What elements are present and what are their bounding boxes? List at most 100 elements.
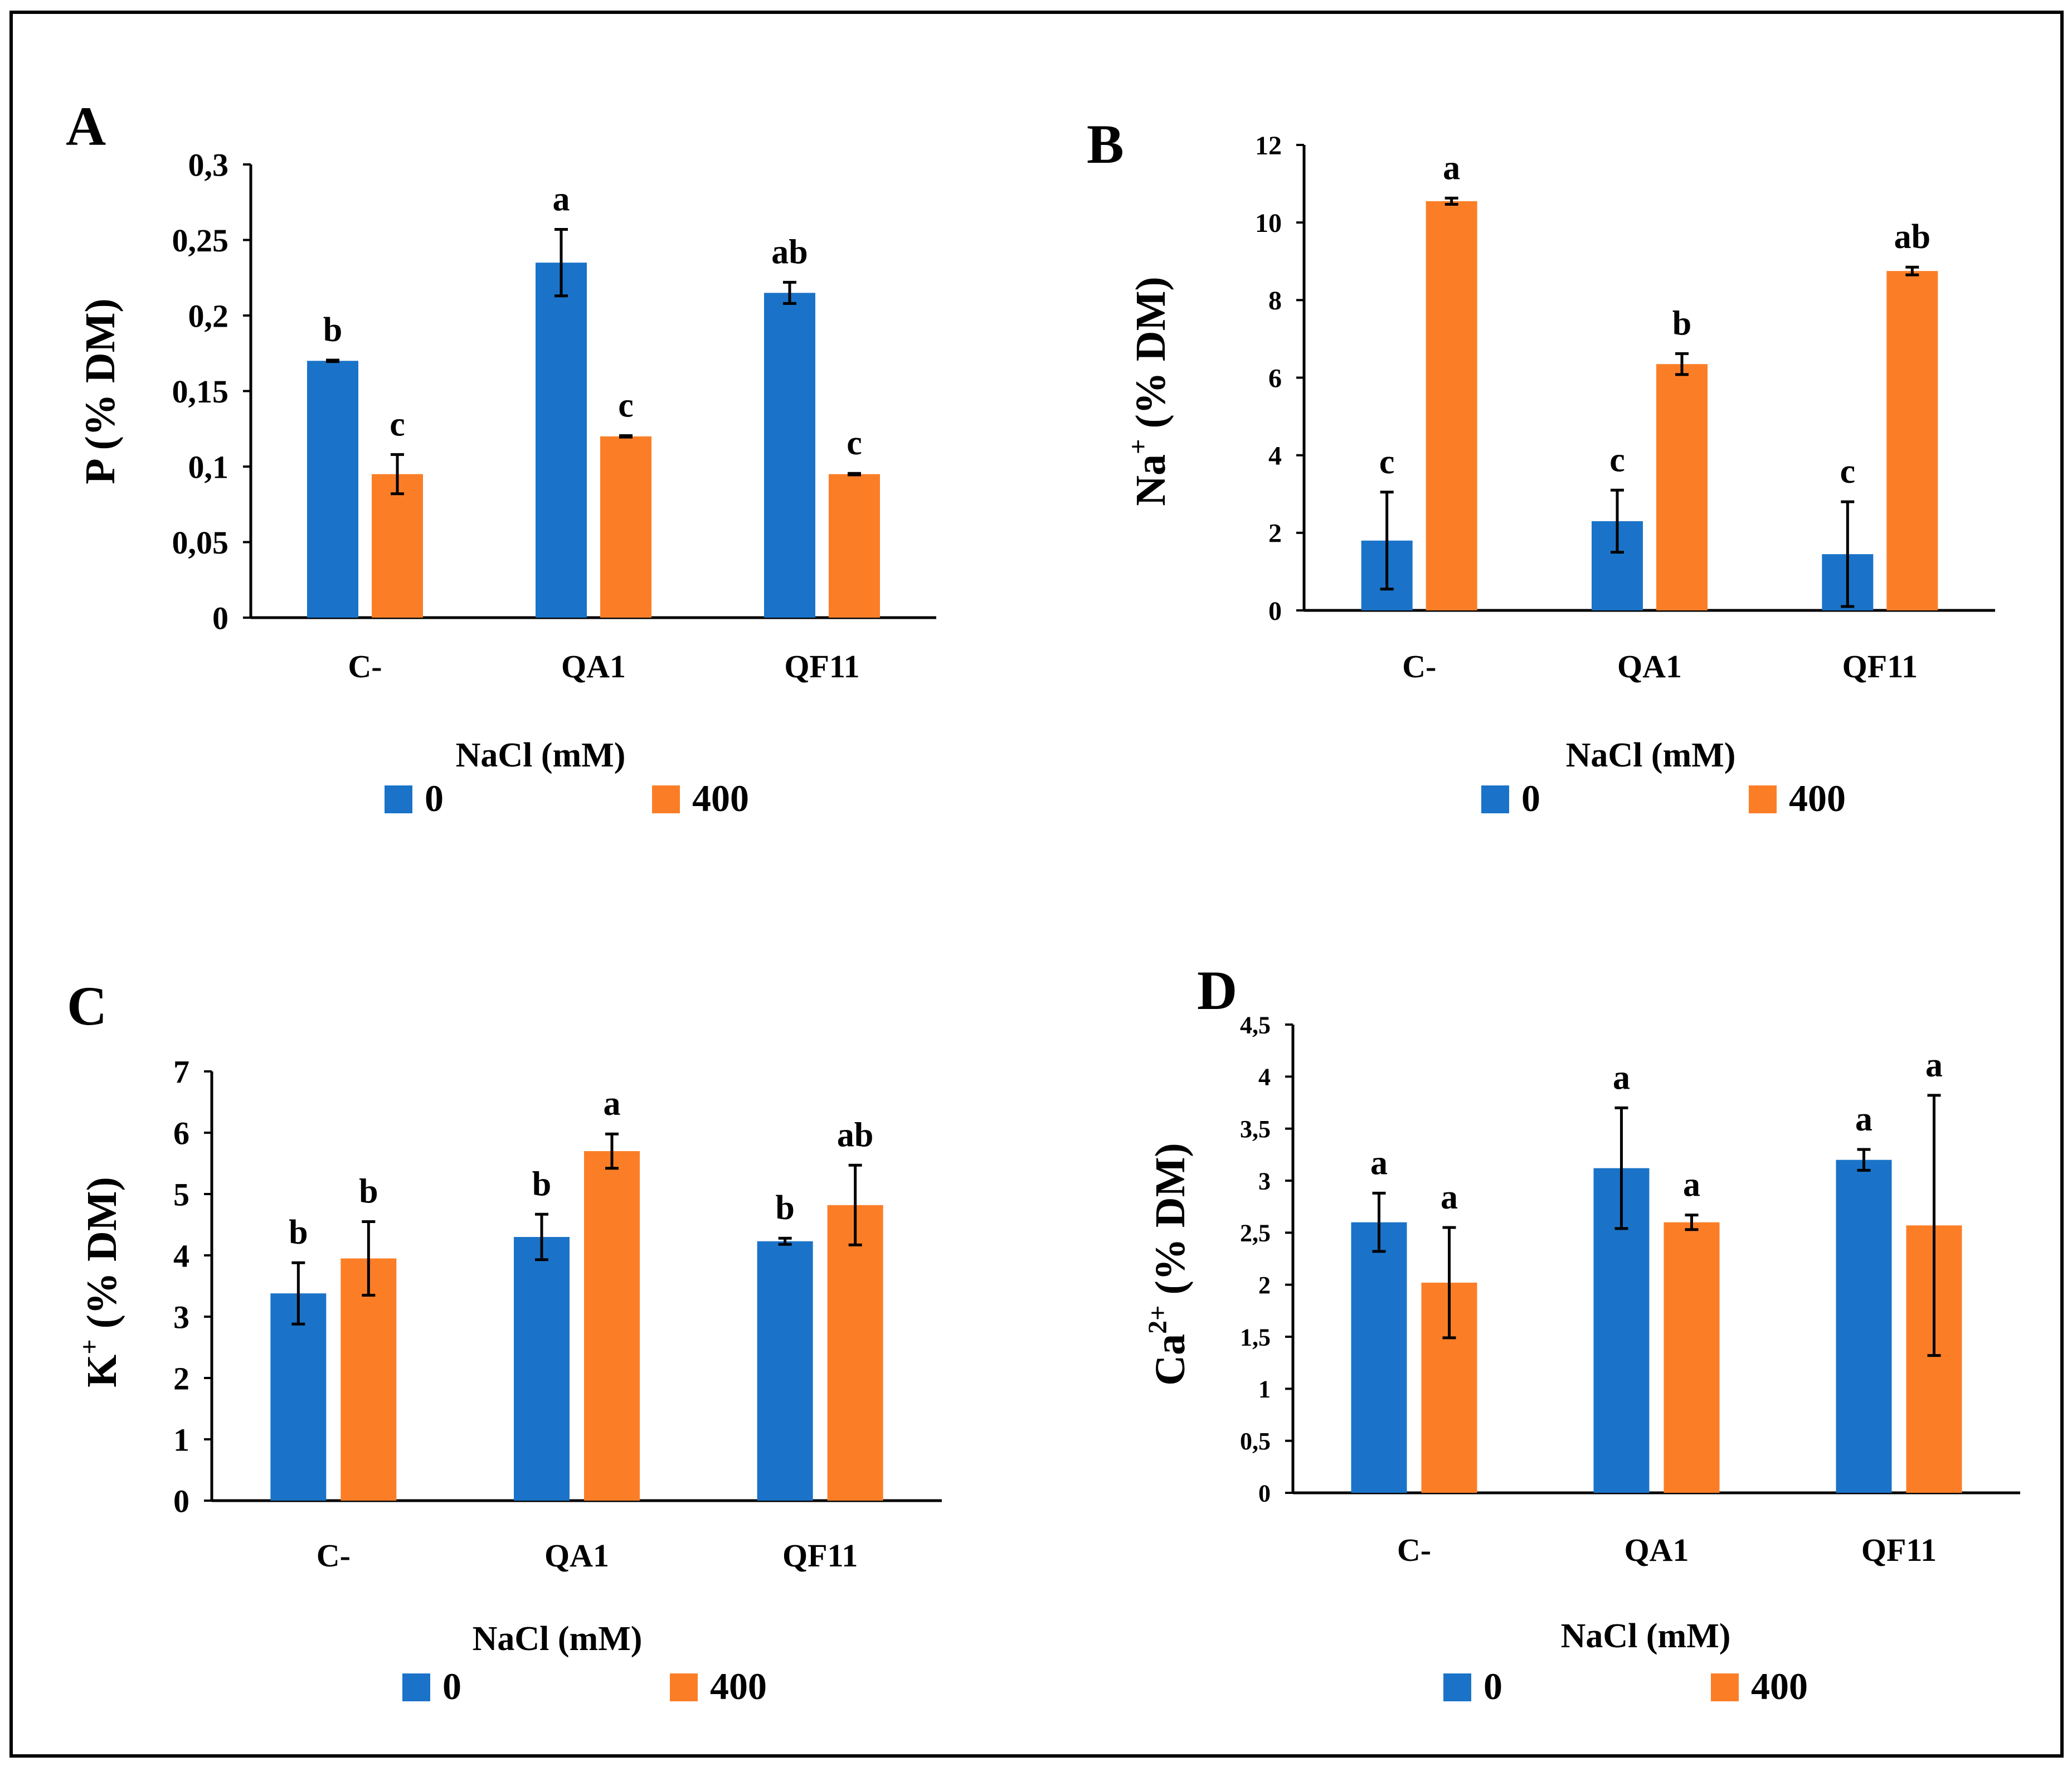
legend-swatch-0 xyxy=(1443,1673,1471,1701)
y-tick-label: 5 xyxy=(173,1176,189,1212)
significance-letter: a xyxy=(1855,1100,1872,1138)
significance-letter: a xyxy=(604,1085,621,1123)
y-axis-title: Na+ (% DM) xyxy=(1123,276,1174,506)
panel-C: C 0 1 2 3 4 5 6 7 K+ (% DM) C-b b QA1 b a QF11 b ab NaCl (… xyxy=(67,975,942,1707)
x-tick-label: QA1 xyxy=(1617,648,1682,685)
y-tick-label: 2 xyxy=(1268,519,1282,549)
significance-letter: b xyxy=(775,1189,794,1227)
y-tick-label: 12 xyxy=(1255,131,1282,161)
y-tick-label: 3,5 xyxy=(1240,1115,1271,1143)
x-axis-title: NaCl (mM) xyxy=(473,1620,643,1658)
significance-letter: ab xyxy=(1894,218,1930,256)
bar-QF11-0 xyxy=(757,1241,813,1501)
x-axis-title: NaCl (mM) xyxy=(456,736,626,774)
y-tick-label: 3 xyxy=(173,1299,189,1335)
bar-C--400 xyxy=(341,1258,397,1501)
bar-QA1-400 xyxy=(1656,364,1708,610)
y-axis-title: Ca2+ (% DM) xyxy=(1143,1143,1194,1385)
error-bar xyxy=(1614,1106,1628,1230)
bar-C--0 xyxy=(270,1293,327,1501)
y-tick-label: 6 xyxy=(1268,363,1282,393)
y-tick-label: 6 xyxy=(173,1115,189,1151)
y-tick-label: 3 xyxy=(1258,1167,1271,1195)
panel-letter: C xyxy=(67,975,107,1037)
y-tick-label: 0,5 xyxy=(1240,1428,1271,1455)
legend: 0 400 xyxy=(1443,1665,1808,1707)
y-tick-label: 1 xyxy=(173,1421,189,1458)
error-bar xyxy=(605,1132,619,1170)
y-tick-label: 4 xyxy=(1258,1064,1271,1091)
legend-swatch-400 xyxy=(652,785,680,813)
bar-QA1-0 xyxy=(514,1237,570,1501)
significance-letter: c xyxy=(847,424,862,462)
y-tick-label: 0,2 xyxy=(188,298,229,334)
legend: 0 400 xyxy=(385,777,749,819)
error-bar xyxy=(848,1163,862,1246)
error-bar xyxy=(1685,1214,1699,1231)
significance-letter: a xyxy=(1925,1046,1943,1084)
legend-label: 0 xyxy=(442,1665,461,1707)
error-bar xyxy=(1857,1148,1871,1172)
y-tick-label: 8 xyxy=(1268,286,1282,316)
y-tick-label: 0 xyxy=(1268,596,1282,626)
x-axis-title: NaCl (mM) xyxy=(1561,1617,1731,1655)
x-tick-label: C- xyxy=(348,648,382,685)
x-tick-label: QA1 xyxy=(561,648,626,685)
bar-C--400 xyxy=(1426,201,1477,610)
bar-QA1-400 xyxy=(600,436,651,618)
legend-swatch-400 xyxy=(670,1673,698,1701)
y-tick-label: 2,5 xyxy=(1240,1220,1271,1247)
panel-D: D 0 0,5 1 1,5 2 2,5 3 3,5 4 4,5 Ca2+ (% DM) C-a a QA1 a… xyxy=(1143,959,2020,1707)
x-tick-label: QF11 xyxy=(1842,648,1918,685)
error-bar xyxy=(362,1220,376,1297)
panel-B: B 0 2 4 6 8 10 12 Na+ (% DM) C-c a QA1 c b QF11 c ab NaCl… xyxy=(1087,113,1995,819)
bar-C--0 xyxy=(1351,1222,1407,1493)
legend-swatch-0 xyxy=(402,1673,430,1701)
error-bar xyxy=(1905,265,1919,276)
error-bar xyxy=(1927,1094,1941,1357)
y-axis-title: P (% DM) xyxy=(77,298,124,484)
significance-letter: a xyxy=(1441,1178,1458,1216)
x-tick-label: C- xyxy=(317,1537,351,1574)
y-tick-label: 4,5 xyxy=(1240,1011,1271,1039)
x-tick-label: QA1 xyxy=(1624,1532,1689,1568)
y-tick-label: 7 xyxy=(173,1054,189,1090)
y-tick-label: 1 xyxy=(1258,1376,1271,1403)
error-bar xyxy=(619,434,633,439)
error-bar xyxy=(1444,196,1458,206)
bar-C--400 xyxy=(372,474,423,618)
bar-QF11-400 xyxy=(1886,271,1938,610)
significance-letter: b xyxy=(532,1165,551,1203)
x-tick-label: QF11 xyxy=(782,1537,858,1574)
figure-border xyxy=(9,11,2064,1758)
significance-letter: a xyxy=(1370,1144,1388,1182)
x-axis-title: NaCl (mM) xyxy=(1566,736,1736,774)
error-bar xyxy=(555,228,568,298)
error-bar xyxy=(1442,1226,1456,1340)
y-tick-label: 10 xyxy=(1255,208,1282,238)
legend-label: 0 xyxy=(1484,1665,1502,1707)
significance-letter: b xyxy=(359,1173,378,1211)
significance-letter: c xyxy=(618,386,634,424)
y-tick-label: 0,25 xyxy=(172,222,229,259)
bar-QF11-400 xyxy=(827,1205,883,1501)
error-bar xyxy=(391,453,404,496)
y-axis-title: K+ (% DM) xyxy=(75,1177,125,1387)
legend: 0 400 xyxy=(402,1665,767,1707)
x-tick-label: QF11 xyxy=(784,648,859,685)
error-bar xyxy=(1675,352,1689,376)
panel-A: A 0 0,05 0,1 0,15 0,2 0,25 0,3 P (% DM) C-b c QA1 a c… xyxy=(66,95,936,819)
legend-swatch-0 xyxy=(1481,785,1509,813)
x-tick-label: QF11 xyxy=(1861,1532,1937,1568)
y-tick-label: 1,5 xyxy=(1240,1323,1271,1351)
x-tick-label: C- xyxy=(1397,1532,1431,1568)
bar-QF11-400 xyxy=(829,474,880,618)
y-tick-label: 0 xyxy=(173,1483,189,1519)
legend-label: 400 xyxy=(1751,1665,1808,1707)
error-bar xyxy=(535,1212,548,1261)
significance-letter: ab xyxy=(771,233,808,271)
y-tick-label: 0,1 xyxy=(188,449,229,485)
y-tick-label: 0 xyxy=(1258,1479,1271,1507)
error-bar xyxy=(1611,488,1624,554)
